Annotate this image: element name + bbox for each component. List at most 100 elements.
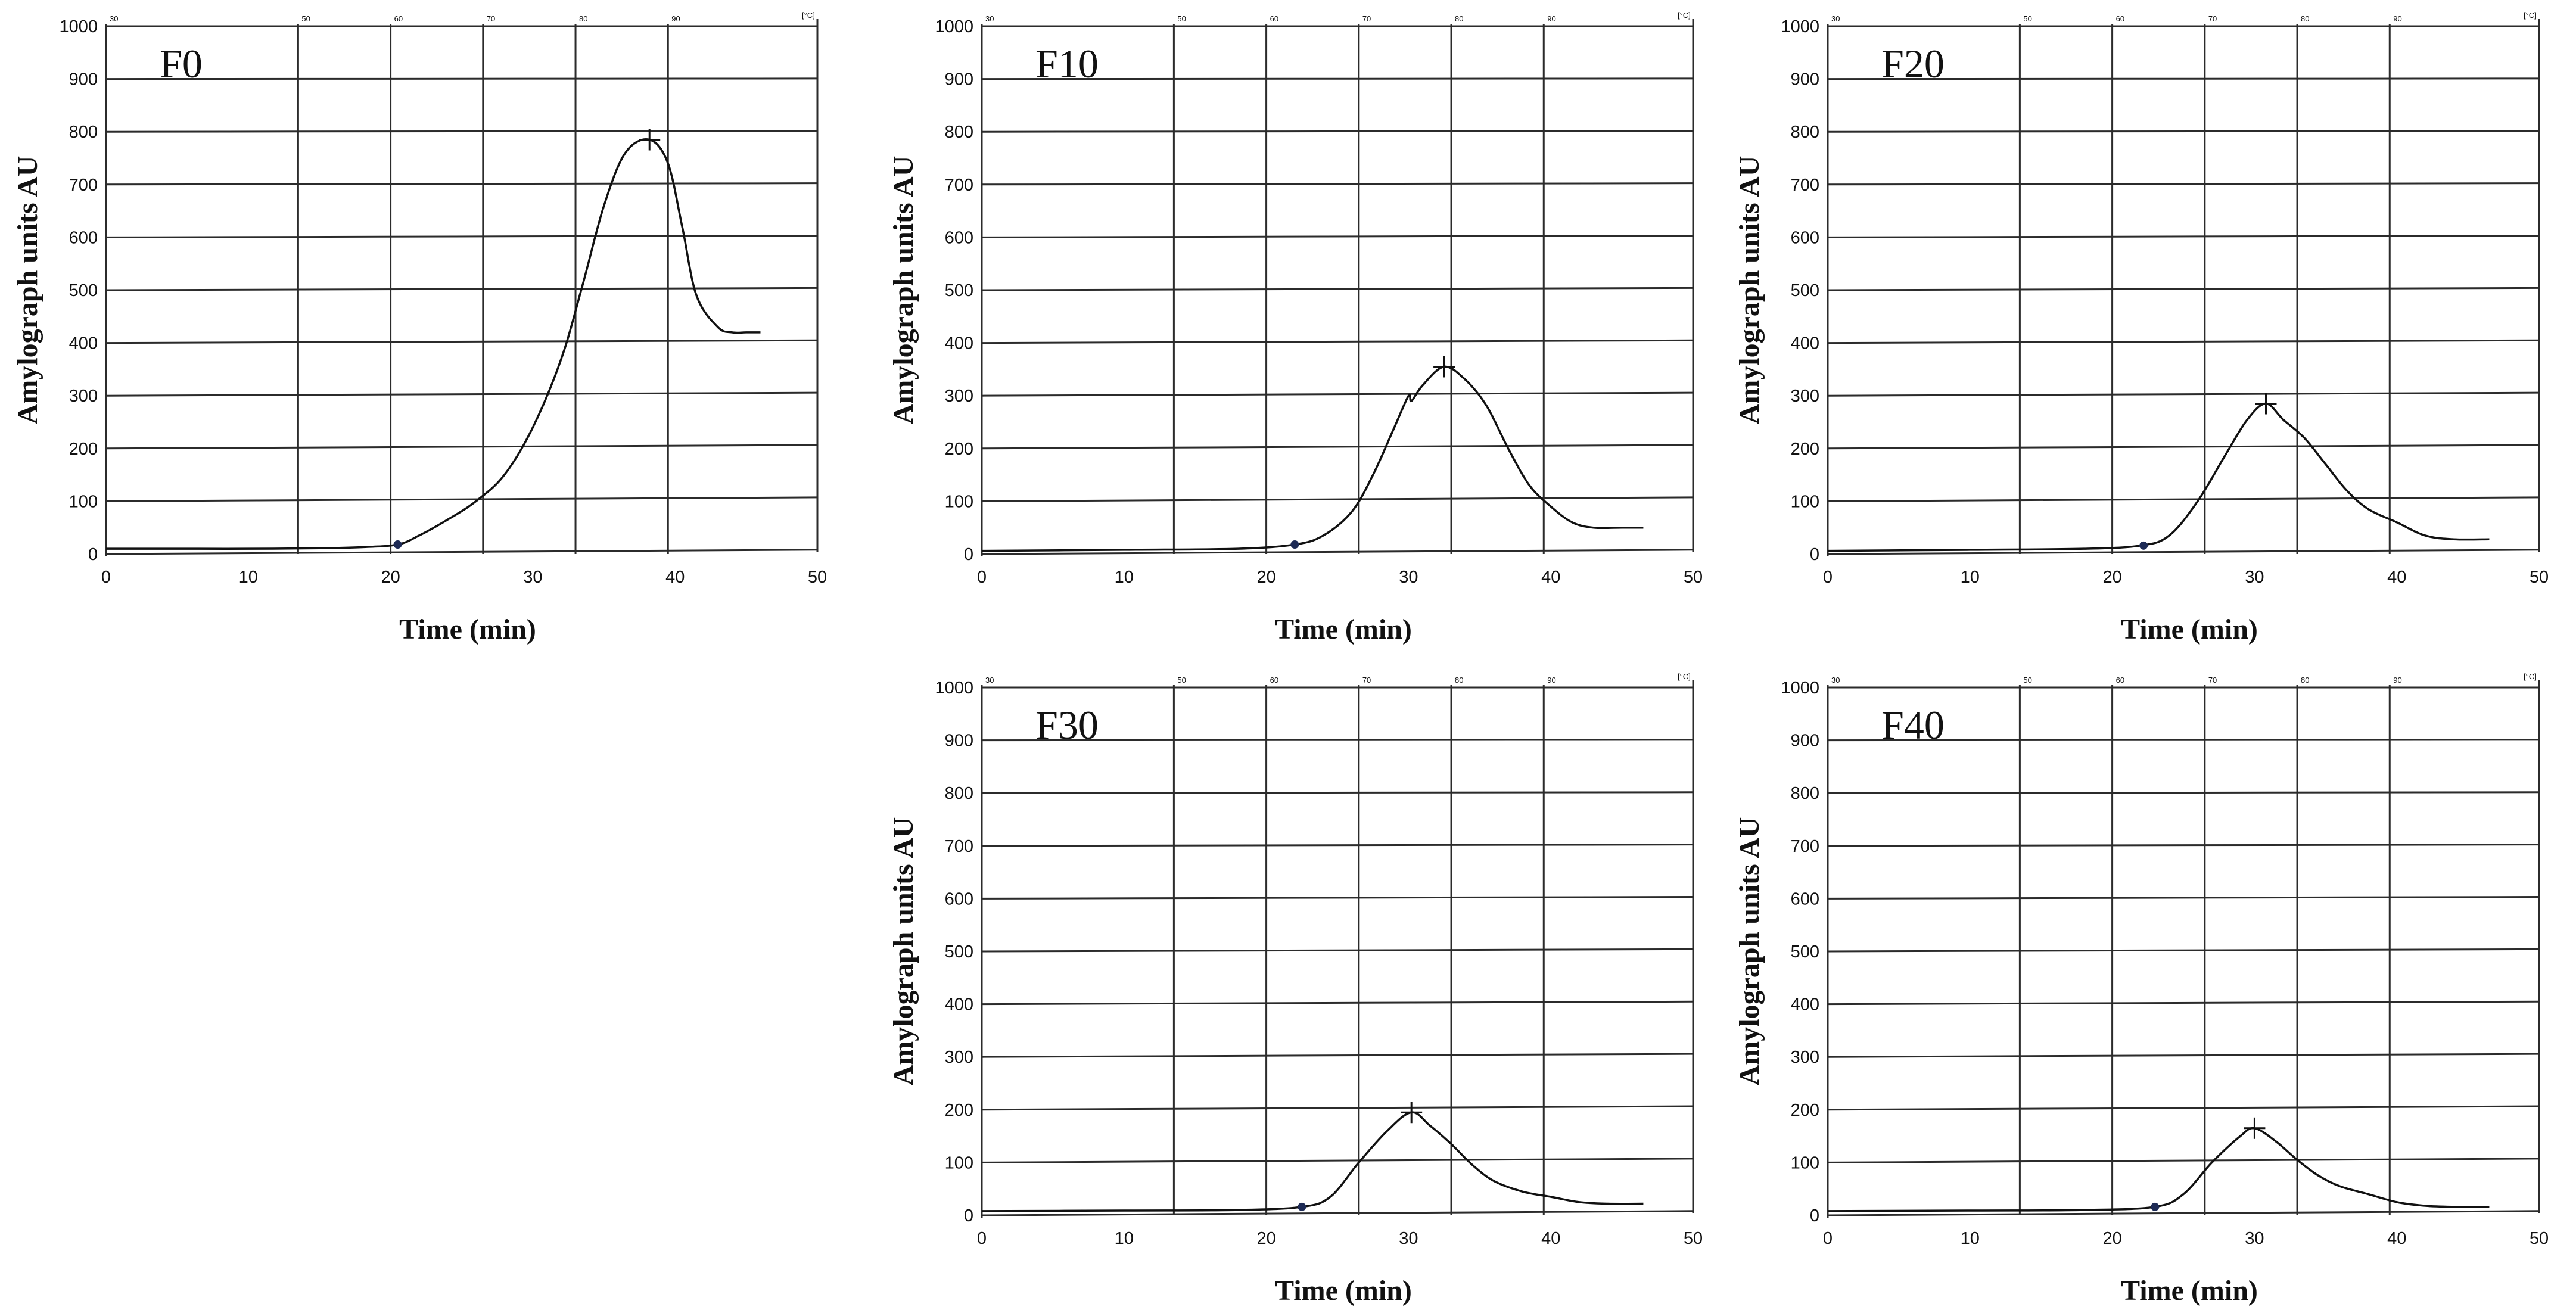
chart-1-ytick-label: 1000: [935, 17, 973, 36]
chart-3-hgrid-600: [981, 896, 1694, 900]
chart-3-ytick-label: 0: [964, 1206, 973, 1225]
chart-4-xtick-label: 10: [1961, 1229, 1980, 1248]
chart-0-ytick-label: 200: [69, 440, 98, 459]
chart-0-ytick-label: 1000: [59, 17, 98, 36]
chart-0-xtick-label: 30: [523, 568, 542, 587]
chart-0-xtick-label: 20: [381, 568, 400, 587]
chart-3-ytick-label: 400: [945, 995, 973, 1015]
chart-3-hgrid-400: [981, 1000, 1694, 1006]
chart-0-ytick-label: 500: [69, 281, 98, 300]
chart-1-ytick-label: 700: [945, 176, 973, 195]
chart-4-xtick-label: 20: [2102, 1229, 2121, 1248]
chart-1-hgrid-800: [981, 130, 1694, 133]
chart-2-xtick-label: 50: [2530, 568, 2549, 587]
chart-0-ytick-label: 100: [69, 492, 98, 511]
chart-1-xtick-label: 0: [977, 568, 987, 587]
chart-3-ytick-label: 700: [945, 837, 973, 856]
chart-2-temp-label: 50: [2023, 14, 2031, 23]
chart-2-hgrid-200: [1827, 444, 2540, 450]
chart-2-ytick-label: 600: [1791, 228, 1819, 247]
chart-1-ytick-label: 300: [945, 387, 973, 406]
chart-1-temp-unit: [°C]: [1678, 11, 1691, 20]
chart-4-ytick-label: 800: [1791, 784, 1819, 803]
chart-0-series-0-line: [106, 138, 761, 550]
chart-4-temp-unit: [°C]: [2524, 672, 2537, 681]
chart-3-hgrid-200: [981, 1105, 1694, 1111]
chart-4-hgrid-800: [1827, 791, 2540, 794]
chart-1-xtick-label: 10: [1115, 568, 1134, 587]
chart-4-panel-label: F40: [1881, 702, 1945, 748]
chart-2-xtick-label: 40: [2387, 568, 2406, 587]
chart-3-hgrid-300: [981, 1053, 1694, 1058]
chart-2-ytick-label: 200: [1791, 440, 1819, 459]
chart-2-xtick-label: 0: [1823, 568, 1833, 587]
chart-0-ytick-label: 700: [69, 176, 98, 195]
chart-2-hgrid-500: [1827, 287, 2540, 291]
chart-0-hgrid-100: [105, 496, 818, 502]
chart-1-hgrid-400: [981, 339, 1694, 344]
chart-2-series-0-line: [1827, 402, 2490, 552]
chart-1-temp-label: 50: [1177, 14, 1186, 23]
chart-0-ytick-label: 800: [69, 123, 98, 142]
chart-2-ytick-label: 300: [1791, 387, 1819, 406]
chart-4-ytick-label: 300: [1791, 1048, 1819, 1067]
chart-1-x-axis-title: Time (min): [1275, 614, 1412, 645]
chart-1-temp-label: 60: [1270, 14, 1278, 23]
chart-0-y-axis-title: Amylograph units AU: [12, 156, 43, 425]
chart-4-temp-label: 30: [1831, 676, 1840, 684]
chart-3-xtick-label: 50: [1684, 1229, 1703, 1248]
chart-1-hgrid-300: [981, 391, 1694, 397]
chart-0-xtick-label: 40: [665, 568, 685, 587]
chart-4-hgrid-400: [1827, 1000, 2540, 1006]
chart-4-xtick-label: 40: [2387, 1229, 2406, 1248]
chart-2-xtick-label: 30: [2245, 568, 2264, 587]
chart-3-hgrid-700: [981, 844, 1694, 847]
chart-1-temp-label: 80: [1455, 14, 1463, 23]
chart-1-gelatinization-start-point: [1290, 540, 1299, 549]
chart-3-ytick-label: 100: [945, 1153, 973, 1172]
chart-3-y-axis-title: Amylograph units AU: [888, 817, 919, 1086]
chart-3-x-axis-title: Time (min): [1275, 1275, 1412, 1306]
chart-2-gelatinization-start-point: [2139, 541, 2148, 550]
chart-4-hgrid-300: [1827, 1053, 2540, 1058]
chart-3-temp-unit: [°C]: [1678, 672, 1691, 681]
chart-2-hgrid-800: [1827, 130, 2540, 133]
chart-1-ytick-label: 100: [945, 492, 973, 511]
chart-2-hgrid-300: [1827, 391, 2540, 397]
chart-2-hgrid-400: [1827, 339, 2540, 344]
chart-1-panel-label: F10: [1035, 41, 1099, 86]
chart-2-temp-label: 70: [2208, 14, 2217, 23]
chart-2-hgrid-600: [1827, 235, 2540, 238]
chart-3-ytick-label: 500: [945, 942, 973, 962]
chart-0-hgrid-500: [105, 287, 818, 291]
chart-4-ytick-label: 1000: [1781, 679, 1819, 698]
chart-1-xtick-label: 30: [1399, 568, 1418, 587]
chart-2-ytick-label: 500: [1791, 281, 1819, 300]
chart-3-ytick-label: 800: [945, 784, 973, 803]
chart-4-hgrid-100: [1827, 1158, 2540, 1163]
chart-4-ytick-label: 200: [1791, 1101, 1819, 1120]
chart-0-xtick-label: 0: [101, 568, 111, 587]
chart-2-hgrid-0: [1827, 549, 2540, 555]
chart-2-temp-unit: [°C]: [2524, 11, 2537, 20]
chart-1-ytick-label: 900: [945, 70, 973, 89]
chart-4-temp-label: 80: [2301, 676, 2309, 684]
chart-1-hgrid-0: [981, 549, 1694, 555]
chart-1-ytick-label: 400: [945, 334, 973, 353]
chart-4-xtick-label: 50: [2530, 1229, 2549, 1248]
chart-4-ytick-label: 600: [1791, 889, 1819, 908]
chart-0-hgrid-400: [105, 339, 818, 344]
chart-3-xtick-label: 20: [1256, 1229, 1275, 1248]
chart-2-ytick-label: 900: [1791, 70, 1819, 89]
chart-4-gelatinization-start-point: [2151, 1202, 2160, 1211]
chart-0-temp-unit: [°C]: [802, 11, 815, 20]
chart-3-temp-label: 30: [985, 676, 994, 684]
chart-4-temp-label: 50: [2023, 676, 2031, 684]
chart-1-series-0-line: [981, 365, 1644, 552]
chart-3-hgrid-800: [981, 791, 1694, 794]
chart-4-temp-label: 70: [2208, 676, 2217, 684]
chart-2-ytick-label: 1000: [1781, 17, 1819, 36]
